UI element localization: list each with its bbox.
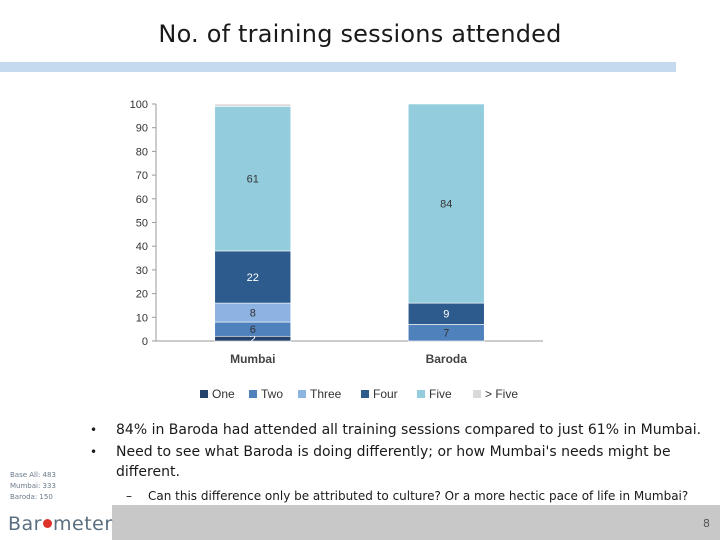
y-tick-label: 10 (136, 312, 148, 324)
y-tick-label: 70 (136, 170, 148, 182)
x-category-label: Baroda (426, 352, 468, 366)
legend-swatch (473, 390, 481, 398)
data-label: 84 (440, 199, 452, 211)
base-baroda: Baroda: 150 (10, 493, 53, 501)
bullet-text: 84% in Baroda had attended all training … (116, 422, 702, 438)
base-mumbai: Mumbai: 333 (10, 482, 56, 490)
y-tick-label: 60 (136, 194, 148, 206)
legend-label: Four (373, 387, 398, 401)
y-tick-label: 0 (142, 336, 148, 348)
y-tick-label: 20 (136, 289, 148, 301)
bullet-text: Need to see what Baroda is doing differe… (116, 444, 671, 480)
legend-swatch (298, 390, 306, 398)
y-tick-label: 100 (130, 99, 148, 111)
y-tick-label: 30 (136, 265, 148, 277)
bullet-dot: • (90, 445, 98, 459)
y-tick-label: 90 (136, 123, 148, 135)
base-all: Base All: 483 (10, 471, 56, 479)
footer-band (112, 505, 720, 540)
bullet-item: • 84% in Baroda had attended all trainin… (90, 420, 710, 440)
legend-swatch (200, 390, 208, 398)
y-tick-label: 80 (136, 146, 148, 158)
legend-swatch (361, 390, 369, 398)
legend-swatch (417, 390, 425, 398)
logo-text-end: meter (53, 513, 113, 535)
y-tick-label: 40 (136, 241, 148, 253)
title-underline-bar (0, 62, 676, 72)
legend-label: Two (261, 387, 283, 401)
bullet-list: • 84% in Baroda had attended all trainin… (90, 420, 710, 504)
data-label: 61 (247, 174, 259, 186)
data-label: 2 (250, 334, 256, 346)
bar-segment (214, 106, 292, 252)
data-label: 22 (247, 272, 259, 284)
y-tick-label: 50 (136, 218, 148, 230)
legend-label: Five (429, 387, 452, 401)
bar-segment (407, 103, 485, 304)
stacked-bar-chart: 01020304050607080901002682261Mumbai07984… (130, 99, 543, 401)
dash-marker: – (126, 489, 132, 503)
sub-bullet-item: – Can this difference only be attributed… (90, 488, 710, 504)
legend-label: Three (310, 387, 342, 401)
logo-text-start: Bar (8, 513, 42, 535)
legend-label: > Five (485, 387, 518, 401)
bar-segment (214, 250, 292, 304)
data-label: 7 (443, 328, 449, 340)
x-category-label: Mumbai (230, 352, 275, 366)
sub-bullet-text: Can this difference only be attributed t… (148, 489, 689, 503)
bullet-dot: • (90, 423, 98, 437)
bullet-item: • Need to see what Baroda is doing diffe… (90, 442, 710, 482)
base-sizes-note: Base All: 483 Mumbai: 333 Baroda: 150 (10, 470, 72, 508)
bar-segment (214, 103, 292, 107)
page-title: No. of training sessions attended (158, 20, 562, 48)
page-number: 8 (703, 517, 710, 530)
logo-dot-icon (43, 518, 52, 528)
barometer-logo: Bar meter (8, 513, 113, 535)
legend-label: One (212, 387, 235, 401)
data-label: 8 (250, 308, 256, 320)
data-label: 6 (250, 324, 256, 336)
legend-swatch (249, 390, 257, 398)
data-label: 9 (443, 309, 449, 321)
